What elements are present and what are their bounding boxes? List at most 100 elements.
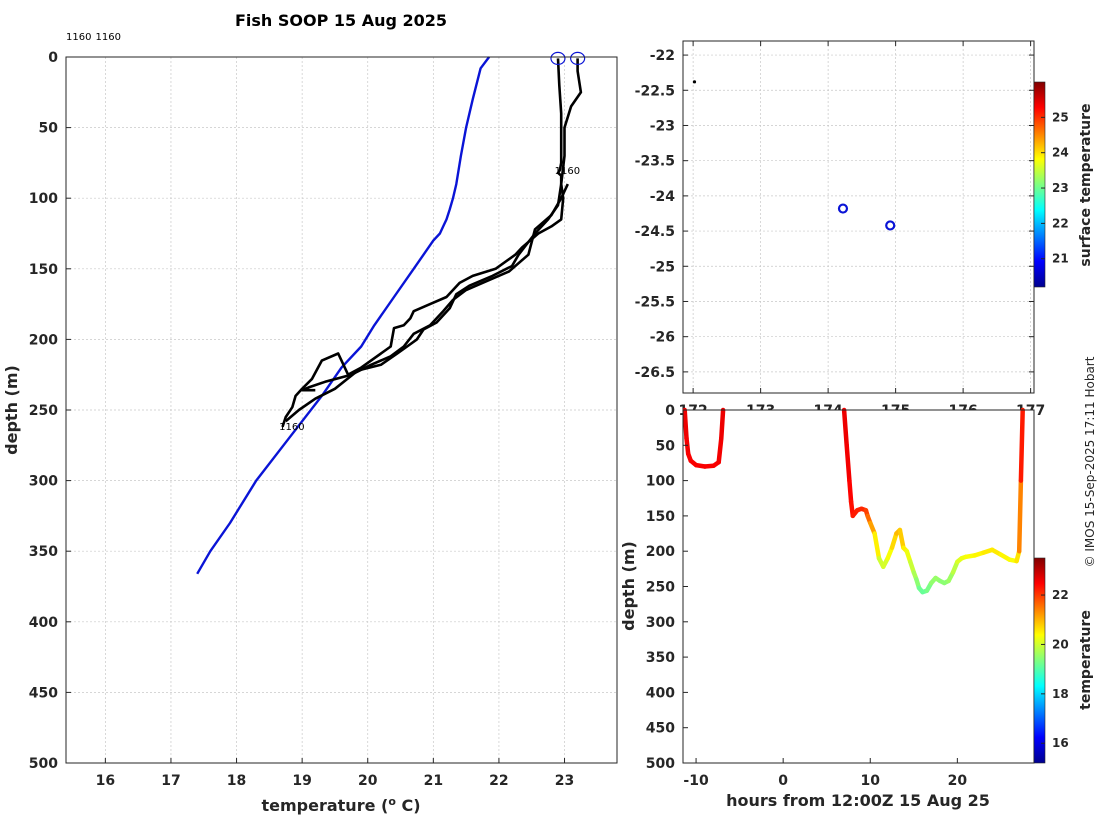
section-y-tick-label: 50 — [656, 438, 676, 454]
profile-x-axis-label-tail: C) — [396, 796, 421, 815]
section-temperature-segment — [847, 478, 854, 505]
profile-x-axis-label: temperature (o C) — [261, 795, 420, 815]
temperature-colorbar — [1033, 557, 1046, 764]
profile-surface-marker — [570, 51, 586, 66]
section-temperature-segment — [897, 527, 906, 550]
temperature-colorbar-tick-label: 16 — [1052, 736, 1069, 750]
surface-colorbar-tick-label: 22 — [1052, 216, 1069, 230]
surface-temperature-colorbar-ticks: 21 22 23 24 25 — [1041, 110, 1069, 266]
profile-gridlines — [66, 56, 617, 764]
section-y-tick-label: 500 — [646, 756, 675, 772]
section-temperature-segment — [844, 443, 852, 483]
section-temperature-segment — [889, 531, 899, 550]
surface-colorbar-tick-label: 21 — [1052, 252, 1069, 266]
map-y-tick-label: -26.5 — [635, 365, 675, 381]
section-x-axis-label: hours from 12:00Z 15 Aug 25 — [726, 791, 990, 810]
section-y-tick-label: 250 — [646, 580, 675, 596]
section-temperature-segment — [684, 435, 691, 457]
surface-temperature-colorbar — [1033, 81, 1046, 288]
section-y-tick-label: 350 — [646, 650, 675, 666]
surface-colorbar-tick-label: 25 — [1052, 110, 1069, 124]
section-temperature-segment — [872, 531, 882, 561]
section-y-tick-label: 100 — [646, 474, 675, 490]
profile-y-tick-label: 450 — [29, 685, 58, 701]
map-y-tick-label: -22 — [650, 48, 675, 64]
temperature-colorbar-tick-label: 18 — [1052, 687, 1069, 701]
section-x-tick-label: 10 — [861, 773, 881, 789]
profile-y-tick-label: 100 — [29, 191, 58, 207]
profile-y-tick-label: 250 — [29, 403, 58, 419]
section-temperature-segment — [682, 407, 689, 441]
profile-y-tick-label: 200 — [29, 332, 58, 348]
profile-y-axis-label: depth (m) — [2, 365, 21, 455]
profile-y-tick-label: 150 — [29, 262, 58, 278]
copyright-stamp: © IMOS 15-Sep-2025 17:11 Hobart — [1083, 356, 1097, 567]
section-x-tick-label: 0 — [778, 773, 788, 789]
profile-y-tick-label: 400 — [29, 615, 58, 631]
map-y-tick-label: -26 — [650, 330, 675, 346]
map-y-tick-label: -25.5 — [635, 294, 675, 310]
section-y-tick-label: 200 — [646, 544, 675, 560]
profile-y-tick-label: 50 — [39, 121, 59, 137]
profile-annotation-label: 1160 — [555, 166, 580, 177]
surface-temperature-colorbar-label: surface temperature — [1078, 103, 1094, 266]
section-temperature-segment — [719, 407, 726, 441]
observed-temperature-profile-line — [281, 58, 565, 428]
temperature-colorbar-tick-label: 22 — [1052, 588, 1069, 602]
profile-x-tick-label: 19 — [292, 773, 311, 789]
profile-x-tick-label: 16 — [96, 773, 115, 789]
section-temperature-segment — [1018, 407, 1025, 483]
map-y-ticks: -22 -22.5 -23 -23.5 -24 -24.5 -25 -25.5 -26 -26.5 — [635, 48, 1034, 381]
profile-annotation-label: 1160 — [279, 422, 304, 433]
profile-annotation-label: 1160 — [96, 32, 121, 43]
profile-y-tick-label: 350 — [29, 544, 58, 560]
profile-x-tick-label: 17 — [161, 773, 180, 789]
profile-y-tick-label: 0 — [48, 50, 58, 66]
temperature-colorbar-label: temperature — [1078, 610, 1094, 710]
profile-x-tick-label: 22 — [489, 773, 508, 789]
profile-annotation-label: 1160 — [66, 32, 91, 43]
profile-y-tick-label: 300 — [29, 474, 58, 490]
map-gridlines — [683, 41, 1034, 393]
map-profile-location-marker — [885, 220, 896, 231]
profile-series-group — [196, 56, 583, 575]
observed-temperature-profile-line — [300, 183, 569, 392]
map-y-tick-label: -24.5 — [635, 224, 675, 240]
section-y-axis-label: depth (m) — [619, 541, 638, 631]
section-y-tick-label: 400 — [646, 685, 675, 701]
section-y-tick-label: 450 — [646, 721, 675, 737]
profile-y-ticks: 0 50 100 150 200 250 300 350 400 450 500 — [29, 50, 71, 772]
temperature-colorbar-ticks: 16 18 20 22 — [1041, 588, 1069, 750]
profile-x-axis-label-main: temperature ( — [261, 796, 388, 815]
section-x-tick-label: -10 — [683, 773, 709, 789]
model-temperature-profile-line — [196, 56, 491, 575]
profile-annotations: 1160 1160 1160 1160 — [66, 32, 580, 433]
map-y-tick-label: -25 — [650, 259, 675, 275]
map-points-group — [692, 80, 896, 231]
profile-y-tick-label: 500 — [29, 756, 58, 772]
profile-x-axis-label-sup: o — [388, 795, 396, 808]
map-y-tick-label: -24 — [650, 189, 676, 205]
profile-panel: Fish SOOP 15 Aug 2025 1160 1160 1160 1160 1… — [2, 11, 618, 815]
profile-x-tick-label: 23 — [555, 773, 574, 789]
surface-colorbar-tick-label: 24 — [1052, 146, 1069, 160]
section-panel: -10 0 10 20 050100150200250300350400450500 … — [619, 403, 1094, 810]
profile-chart-title: Fish SOOP 15 Aug 2025 — [235, 11, 447, 30]
profile-x-tick-label: 20 — [358, 773, 378, 789]
map-y-tick-label: -22.5 — [635, 83, 675, 99]
profile-x-tick-label: 21 — [424, 773, 443, 789]
map-y-tick-label: -23 — [650, 118, 675, 134]
surface-colorbar-tick-label: 23 — [1052, 181, 1069, 195]
section-y-tick-label: 150 — [646, 509, 675, 525]
section-temperature-segment — [841, 407, 849, 448]
map-profile-location-marker — [837, 203, 849, 214]
map-panel: 172173174175176177 -22-22.5-23-23.5-24-2… — [635, 40, 1094, 419]
profile-surface-markers — [550, 51, 586, 66]
profile-x-ticks: 16 17 18 19 20 21 22 23 — [96, 758, 574, 789]
map-y-tick-label: -23.5 — [635, 154, 675, 170]
section-y-tick-label: 300 — [646, 615, 675, 631]
section-x-ticks: -10 0 10 20 — [683, 758, 967, 789]
section-x-tick-label: 20 — [948, 773, 968, 789]
section-series-group — [682, 407, 1025, 595]
